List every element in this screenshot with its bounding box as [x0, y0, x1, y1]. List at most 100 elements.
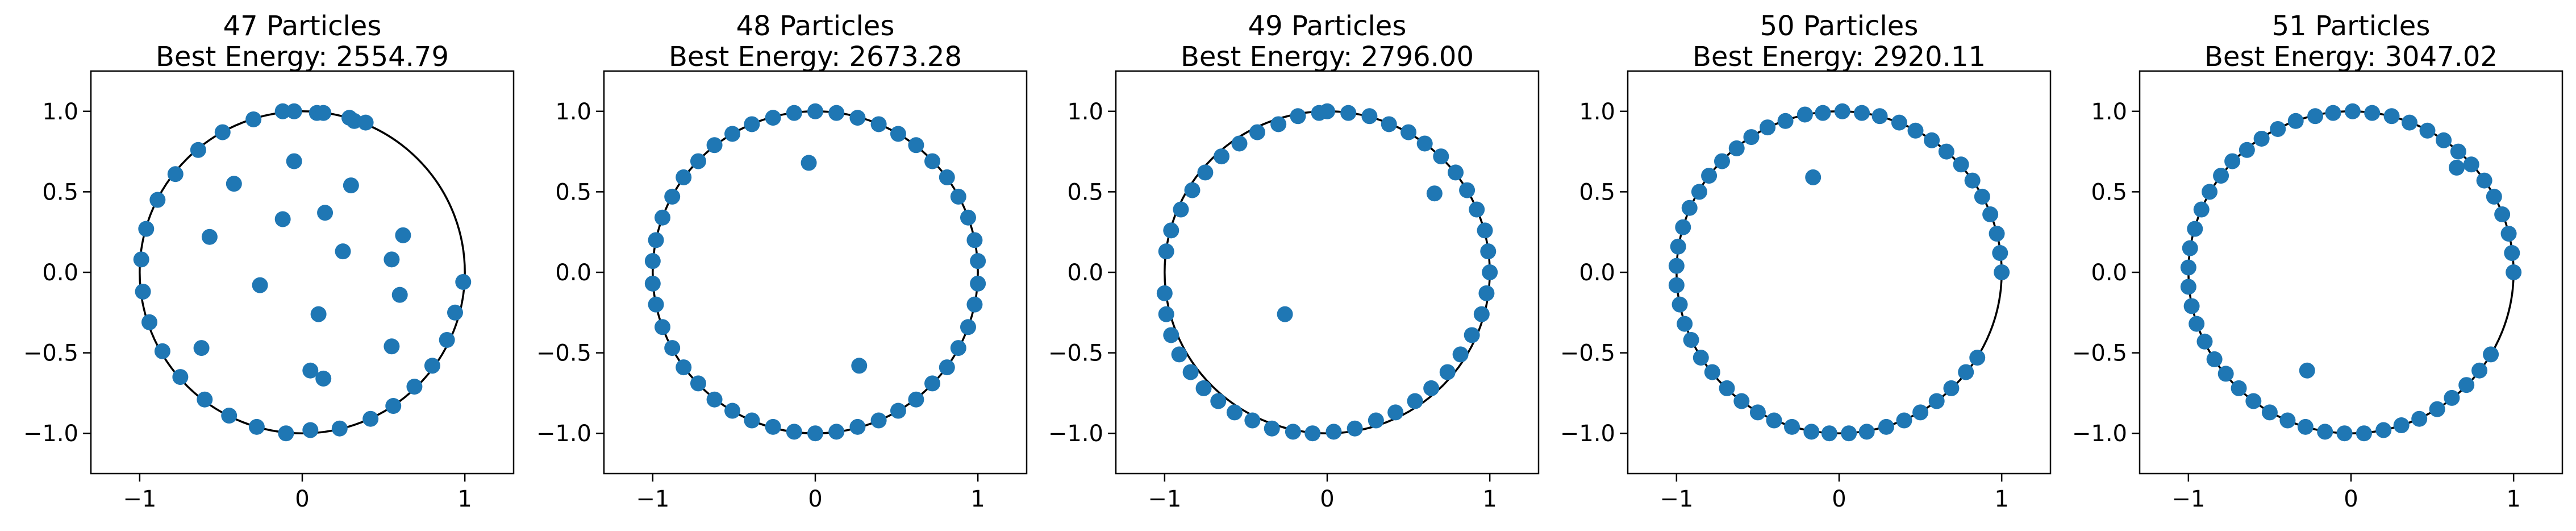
particle-point [1896, 412, 1912, 429]
y-tick-label: 0.5 [2091, 179, 2127, 205]
y-tick-label: −1.0 [23, 421, 78, 447]
particle-point [1477, 222, 1493, 239]
y-tick-label: −1.0 [2072, 421, 2127, 447]
particle-point [2253, 130, 2270, 147]
particle-point [2270, 121, 2286, 137]
particle-point [1878, 418, 1894, 435]
particle-point [384, 338, 400, 355]
particle-point [644, 275, 661, 292]
particle-point [2206, 351, 2223, 367]
particle-point [2375, 422, 2392, 438]
particle-point [1924, 132, 1940, 148]
particle-point [2287, 113, 2304, 129]
particle-point [1668, 258, 1685, 274]
particle-point [1969, 350, 1986, 366]
particle-point [939, 359, 955, 376]
particle-point [1784, 418, 1800, 435]
particle-point [1796, 106, 1813, 123]
particle-point [1163, 327, 1179, 343]
x-tick-label: 0 [1832, 486, 1846, 512]
particle-point [960, 209, 976, 226]
particle-point [274, 103, 291, 119]
particle-point [1841, 425, 1857, 442]
particle-point [2344, 103, 2361, 119]
particle-point [1912, 404, 1929, 421]
particle-point [849, 418, 866, 435]
particle-point [302, 362, 319, 379]
subplot-subtitle: Best Energy: 3047.02 [2204, 41, 2498, 73]
particle-point [786, 105, 802, 121]
x-tick-label: 1 [1994, 486, 2008, 512]
particle-point [2317, 424, 2333, 440]
particle-point [278, 425, 294, 442]
particle-point [2189, 316, 2205, 332]
particle-point [1173, 201, 1189, 218]
particle-point [214, 124, 231, 140]
axes-frame [603, 70, 1028, 475]
particle-point [1907, 122, 1924, 139]
particle-point [690, 153, 706, 169]
x-tick-label: −1 [1660, 486, 1693, 512]
particle-point [1478, 285, 1495, 301]
particle-point [849, 110, 866, 126]
particle-point [966, 296, 983, 313]
x-tick-label: 0 [808, 486, 822, 512]
particle-point [908, 137, 924, 154]
y-tick-label: 1.0 [555, 99, 591, 125]
y-tick-label: 0.5 [1579, 179, 1615, 205]
particle-point [1469, 201, 1485, 218]
particle-point [1743, 129, 1760, 146]
particle-point [1340, 105, 1357, 121]
particle-point [2436, 132, 2452, 148]
y-tick-label: 0.5 [555, 179, 591, 205]
particle-point [890, 126, 906, 142]
particle-point [2506, 264, 2522, 280]
particle-point [908, 391, 924, 408]
particle-point [1701, 168, 1718, 184]
particle-point [1760, 119, 1776, 136]
y-tick-label: −1.0 [1560, 421, 1615, 447]
particle-point [2239, 142, 2255, 158]
particle-point [2213, 168, 2229, 184]
particle-point [1683, 331, 1699, 348]
y-tick-label: −0.5 [536, 341, 591, 367]
particle-point [1958, 364, 1974, 380]
particle-point [939, 169, 955, 185]
particle-point [2449, 159, 2465, 176]
particle-point [2402, 114, 2418, 131]
particle-point [310, 306, 327, 322]
particle-point [870, 412, 887, 429]
x-tick-label: 1 [2506, 486, 2520, 512]
particle-point [1195, 380, 1212, 396]
particle-point [1994, 264, 2010, 280]
y-tick-label: 1.0 [2091, 99, 2127, 125]
particle-point [395, 227, 411, 243]
particle-point [807, 425, 823, 442]
particle-point [1473, 306, 1490, 322]
particle-point [870, 116, 887, 132]
particle-point [1749, 404, 1766, 421]
particle-point [1452, 346, 1469, 363]
particle-point [197, 391, 213, 408]
particle-point [1270, 116, 1287, 132]
particle-point [1953, 156, 1969, 173]
particle-point [1197, 164, 1214, 181]
particle-point [362, 410, 379, 427]
particle-point [1482, 264, 1498, 280]
particle-point [343, 177, 359, 194]
particle-point [1982, 206, 1999, 223]
particle-point [167, 166, 184, 182]
y-tick-label: −0.5 [1560, 341, 1615, 367]
particle-point [1805, 169, 1821, 185]
particle-point [828, 105, 845, 121]
particle-point [970, 253, 986, 269]
particle-point [252, 277, 268, 293]
y-tick-label: 1.0 [1579, 99, 1615, 125]
particle-point [2325, 105, 2341, 121]
particle-point [2393, 417, 2410, 434]
subplot-title: 47 Particles [223, 10, 382, 42]
particle-point [2486, 188, 2502, 205]
